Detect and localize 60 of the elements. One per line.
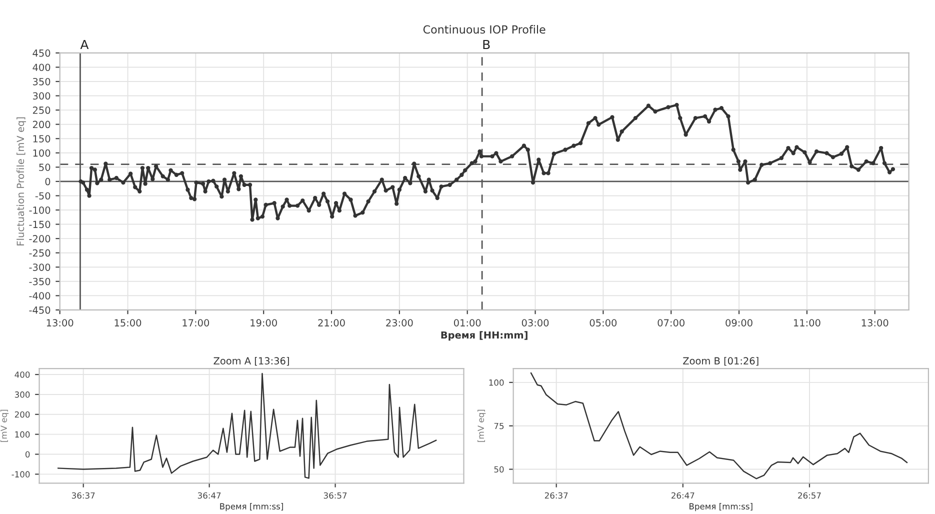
y-tick-label: 0: [25, 451, 30, 458]
x-tick-label: 17:00: [182, 319, 210, 326]
chart-title: Continuous IOP Profile: [423, 25, 546, 34]
y-tick-label: 50: [494, 466, 504, 473]
y-tick-label: 400: [14, 372, 30, 378]
y-tick-label: 100: [33, 149, 50, 157]
x-tick-label: 21:00: [318, 319, 345, 326]
y-tick-label: -400: [29, 292, 50, 300]
x-tick-label: 03:00: [522, 319, 549, 326]
x-tick-label: 19:00: [250, 319, 277, 326]
y-tick-label: 150: [33, 135, 50, 142]
y-tick-label: -200: [29, 235, 50, 242]
y-tick-label: 350: [32, 78, 50, 86]
y-tick-label: -300: [29, 264, 50, 271]
y-tick-label: 200: [32, 120, 50, 128]
y-tick-label: -50: [35, 192, 50, 200]
x-tick-label: 01:00: [454, 319, 481, 326]
x-tick-label: 23:00: [386, 319, 413, 326]
x-tick-label: 05:00: [590, 319, 617, 326]
ref-line-label: B: [483, 40, 490, 50]
x-tick-label: 26:37: [544, 492, 568, 499]
x-tick-label: 07:00: [658, 319, 684, 326]
x-tick-label: 13:00: [46, 319, 74, 326]
x-tick-label: 13:00: [862, 319, 888, 326]
line-series: [58, 372, 437, 479]
y-tick-label: 50: [39, 164, 50, 171]
y-tick-label: -100: [29, 206, 50, 214]
x-tick-label: 26:57: [798, 492, 821, 499]
y-tick-label: 75: [494, 422, 504, 430]
x-tick-label: 15:00: [114, 319, 142, 326]
y-tick-label: 400: [32, 64, 50, 72]
y-tick-label: -100: [12, 471, 30, 478]
x-tick-label: 36:57: [324, 492, 347, 499]
x-axis-title: Время [mm:ss]: [690, 503, 752, 512]
chart-title: Zoom A [13:36]: [214, 356, 289, 366]
x-axis-title: Время [HH:mm]: [441, 331, 528, 341]
y-tick-label: 100: [489, 379, 504, 386]
y-axis-title: [mV eq]: [0, 410, 9, 442]
x-tick-label: 09:00: [726, 319, 752, 326]
y-tick-label: 0: [45, 178, 50, 186]
y-tick-label: 300: [14, 391, 30, 398]
x-tick-label: 36:47: [198, 492, 221, 499]
y-tick-label: 200: [14, 411, 30, 418]
x-axis-title: Время [mm:ss]: [220, 503, 283, 512]
chart-title: Zoom B [01:26]: [683, 356, 758, 366]
y-axis-title: Fluctuation Profile [mV eq]: [16, 117, 26, 246]
ref-line-label: A: [80, 40, 89, 50]
y-tick-label: -450: [29, 306, 50, 314]
y-tick-label: 300: [32, 92, 50, 100]
y-tick-label: -350: [29, 278, 50, 286]
line-series: [530, 372, 908, 480]
y-tick-label: -150: [29, 220, 50, 228]
x-tick-label: 36:37: [72, 492, 95, 499]
y-tick-label: 250: [32, 106, 50, 114]
y-tick-label: 100: [15, 431, 30, 438]
y-axis-title: [mV eq]: [478, 410, 486, 442]
y-tick-label: -250: [29, 249, 50, 257]
x-tick-label: 26:47: [672, 492, 694, 499]
y-tick-label: 450: [32, 49, 50, 57]
x-tick-label: 11:00: [794, 319, 820, 326]
